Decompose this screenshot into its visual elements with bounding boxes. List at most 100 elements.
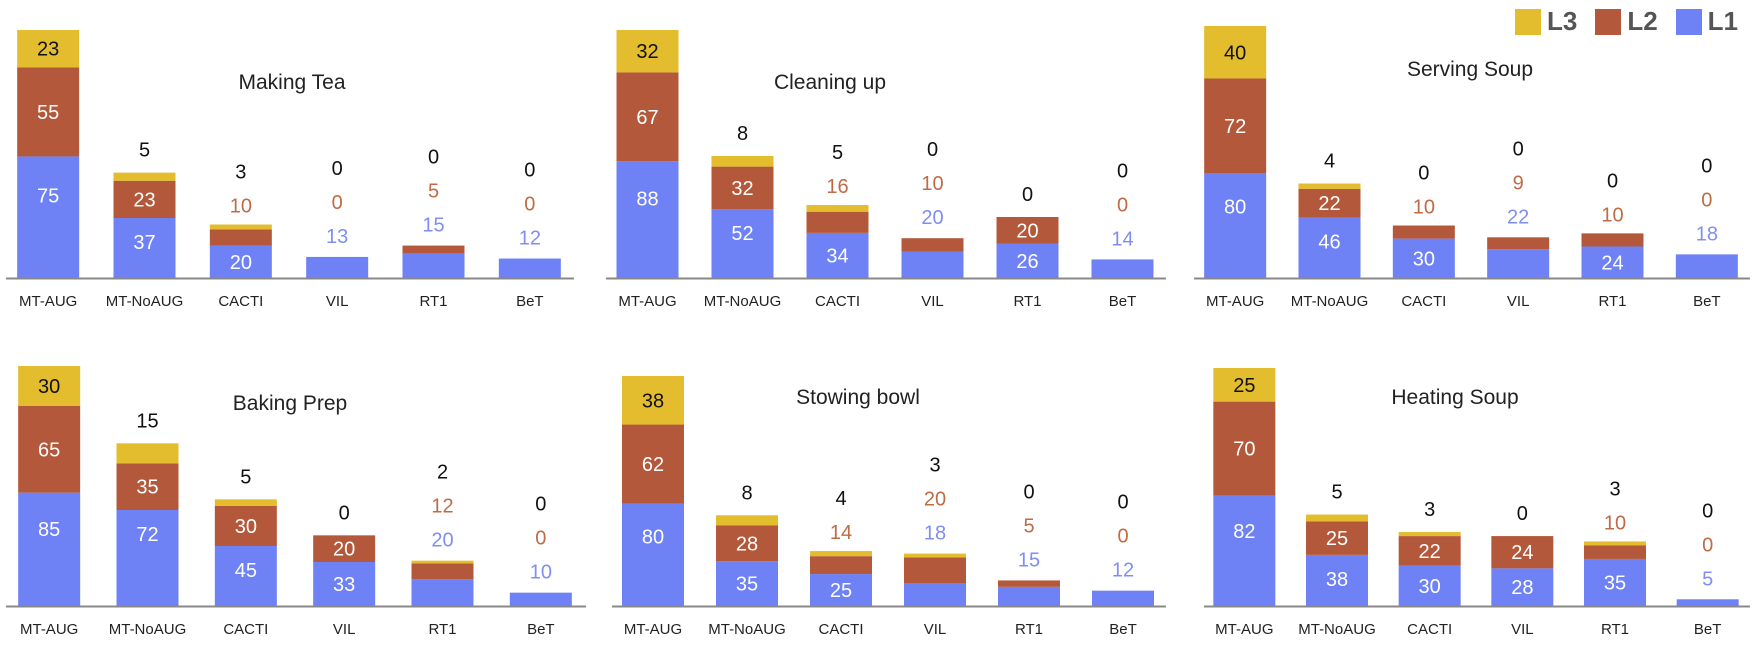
bar-segment-l3: [116, 443, 179, 464]
bar-segment-l2: [1213, 401, 1276, 496]
bar-segment-l2: [1581, 233, 1644, 247]
bar-segment-l1: [1306, 554, 1368, 606]
bar-segment-l3: [616, 30, 679, 73]
bar-segment-l1: [509, 592, 572, 606]
bar-segment-l1: [411, 579, 474, 606]
legend-label-l1: L1: [1707, 6, 1738, 36]
data-label-l1: 5: [1702, 568, 1713, 590]
data-label-l1: 26: [1016, 251, 1038, 273]
x-tick-label: RT1: [1015, 621, 1043, 638]
chart-3: Serving Soup MT-AUG 80 72 40 MT-NoAUG 46 22 4 CAC…: [1194, 26, 1750, 310]
data-label-l2: 23: [133, 189, 155, 211]
data-label-l3: 0: [927, 139, 938, 161]
data-label-l3: 4: [835, 488, 846, 510]
data-label-l3: 40: [1224, 42, 1246, 64]
data-label-l2: 0: [1701, 189, 1712, 211]
bar-segment-l1: [17, 156, 80, 278]
bar-segment-l1: [214, 546, 277, 606]
data-label-l1: 13: [326, 226, 348, 248]
data-label-l1: 25: [830, 580, 852, 602]
bar-segment-l1: [806, 232, 869, 278]
data-label-l2: 72: [1224, 116, 1246, 138]
data-label-l2: 14: [830, 522, 852, 544]
x-tick-label: VIL: [921, 293, 944, 310]
chart-2: Cleaning up MT-AUG 88 67 32 MT-NoAUG 52 32 8 CACT…: [606, 30, 1166, 310]
data-label-l1: 52: [731, 223, 753, 245]
chart-title: Baking Prep: [233, 392, 347, 415]
data-label-l2: 16: [826, 176, 848, 198]
chart-title: Making Tea: [238, 71, 345, 94]
x-tick-label: RT1: [428, 621, 456, 638]
x-tick-label: MT-NoAUG: [1291, 293, 1369, 310]
data-label-l2: 20: [333, 539, 355, 561]
bar-segment-l1: [498, 258, 561, 278]
chart-6: Heating Soup MT-AUG 82 70 25 MT-NoAUG 38 25 5 CAC…: [1204, 368, 1750, 638]
data-label-l1: 18: [924, 523, 946, 545]
legend-item-l2: L2: [1595, 6, 1658, 37]
data-label-l2: 24: [1511, 542, 1533, 564]
bar-segment-l2: [113, 180, 176, 219]
data-label-l1: 82: [1233, 521, 1255, 543]
x-tick-label: BeT: [1694, 621, 1722, 638]
x-tick-label: BeT: [527, 621, 555, 638]
data-label-l2: 67: [636, 107, 658, 129]
bar-segment-l1: [616, 161, 679, 278]
data-label-l3: 25: [1233, 375, 1255, 397]
x-tick-label: RT1: [1013, 293, 1041, 310]
data-label-l3: 0: [1022, 184, 1033, 206]
chart-title: Heating Soup: [1391, 386, 1518, 409]
data-label-l3: 0: [524, 160, 535, 182]
x-tick-label: BeT: [1693, 293, 1721, 310]
bar-segment-l2: [806, 211, 869, 233]
data-label-l2: 65: [38, 439, 60, 461]
bar-segment-l3: [810, 551, 872, 557]
bar-segment-l1: [998, 586, 1060, 606]
bar-segment-l1: [18, 492, 81, 606]
data-label-l2: 28: [736, 533, 758, 555]
bar-segment-l3: [622, 376, 684, 425]
data-label-l1: 20: [921, 207, 943, 229]
bar-segment-l1: [1092, 590, 1154, 606]
chart-1: Making Tea MT-AUG 75 55 23 MT-NoAUG 37 23 5 CACTI…: [6, 30, 574, 310]
data-label-l3: 0: [1701, 155, 1712, 177]
data-label-l1: 12: [1112, 560, 1134, 582]
bar-segment-l2: [209, 229, 272, 246]
data-label-l3: 0: [1023, 481, 1034, 503]
data-label-l3: 0: [332, 158, 343, 180]
bar-segment-l2: [711, 166, 774, 210]
data-label-l1: 12: [519, 228, 541, 250]
data-label-l3: 3: [1609, 478, 1620, 500]
data-label-l1: 20: [431, 530, 453, 552]
x-tick-label: CACTI: [218, 293, 263, 310]
x-tick-label: VIL: [1507, 293, 1530, 310]
data-label-l3: 38: [642, 390, 664, 412]
data-label-l3: 23: [37, 39, 59, 61]
bar-segment-l2: [1487, 237, 1550, 250]
data-label-l1: 20: [230, 252, 252, 274]
x-tick-label: BeT: [1109, 621, 1137, 638]
data-label-l1: 85: [38, 519, 60, 541]
bar-segment-l2: [1298, 188, 1361, 218]
data-label-l1: 30: [1419, 576, 1441, 598]
bar-segment-l2: [313, 535, 376, 562]
data-label-l3: 0: [1607, 170, 1618, 192]
data-label-l1: 35: [736, 574, 758, 596]
bar-segment-l3: [1306, 514, 1368, 522]
data-label-l1: 35: [1604, 572, 1626, 594]
x-tick-label: VIL: [326, 293, 349, 310]
data-label-l3: 0: [1418, 163, 1429, 185]
data-label-l1: 88: [636, 189, 658, 211]
bar-segment-l3: [1298, 183, 1361, 189]
bar-segment-l2: [1392, 225, 1455, 239]
data-label-l1: 15: [1018, 549, 1040, 571]
bar-segment-l3: [716, 515, 778, 526]
bar-segment-l2: [998, 580, 1060, 587]
bar-segment-l3: [1398, 532, 1461, 537]
chart-5: Stowing bowlMT-AUG806238MT-NoAUG35288CAC…: [612, 376, 1166, 638]
data-label-l2: 0: [1702, 534, 1713, 556]
data-label-l2: 0: [332, 192, 343, 214]
data-label-l1: 22: [1507, 206, 1529, 228]
bar-segment-l2: [901, 238, 964, 252]
data-label-l1: 80: [1224, 197, 1246, 219]
data-label-l2: 10: [1601, 204, 1623, 226]
